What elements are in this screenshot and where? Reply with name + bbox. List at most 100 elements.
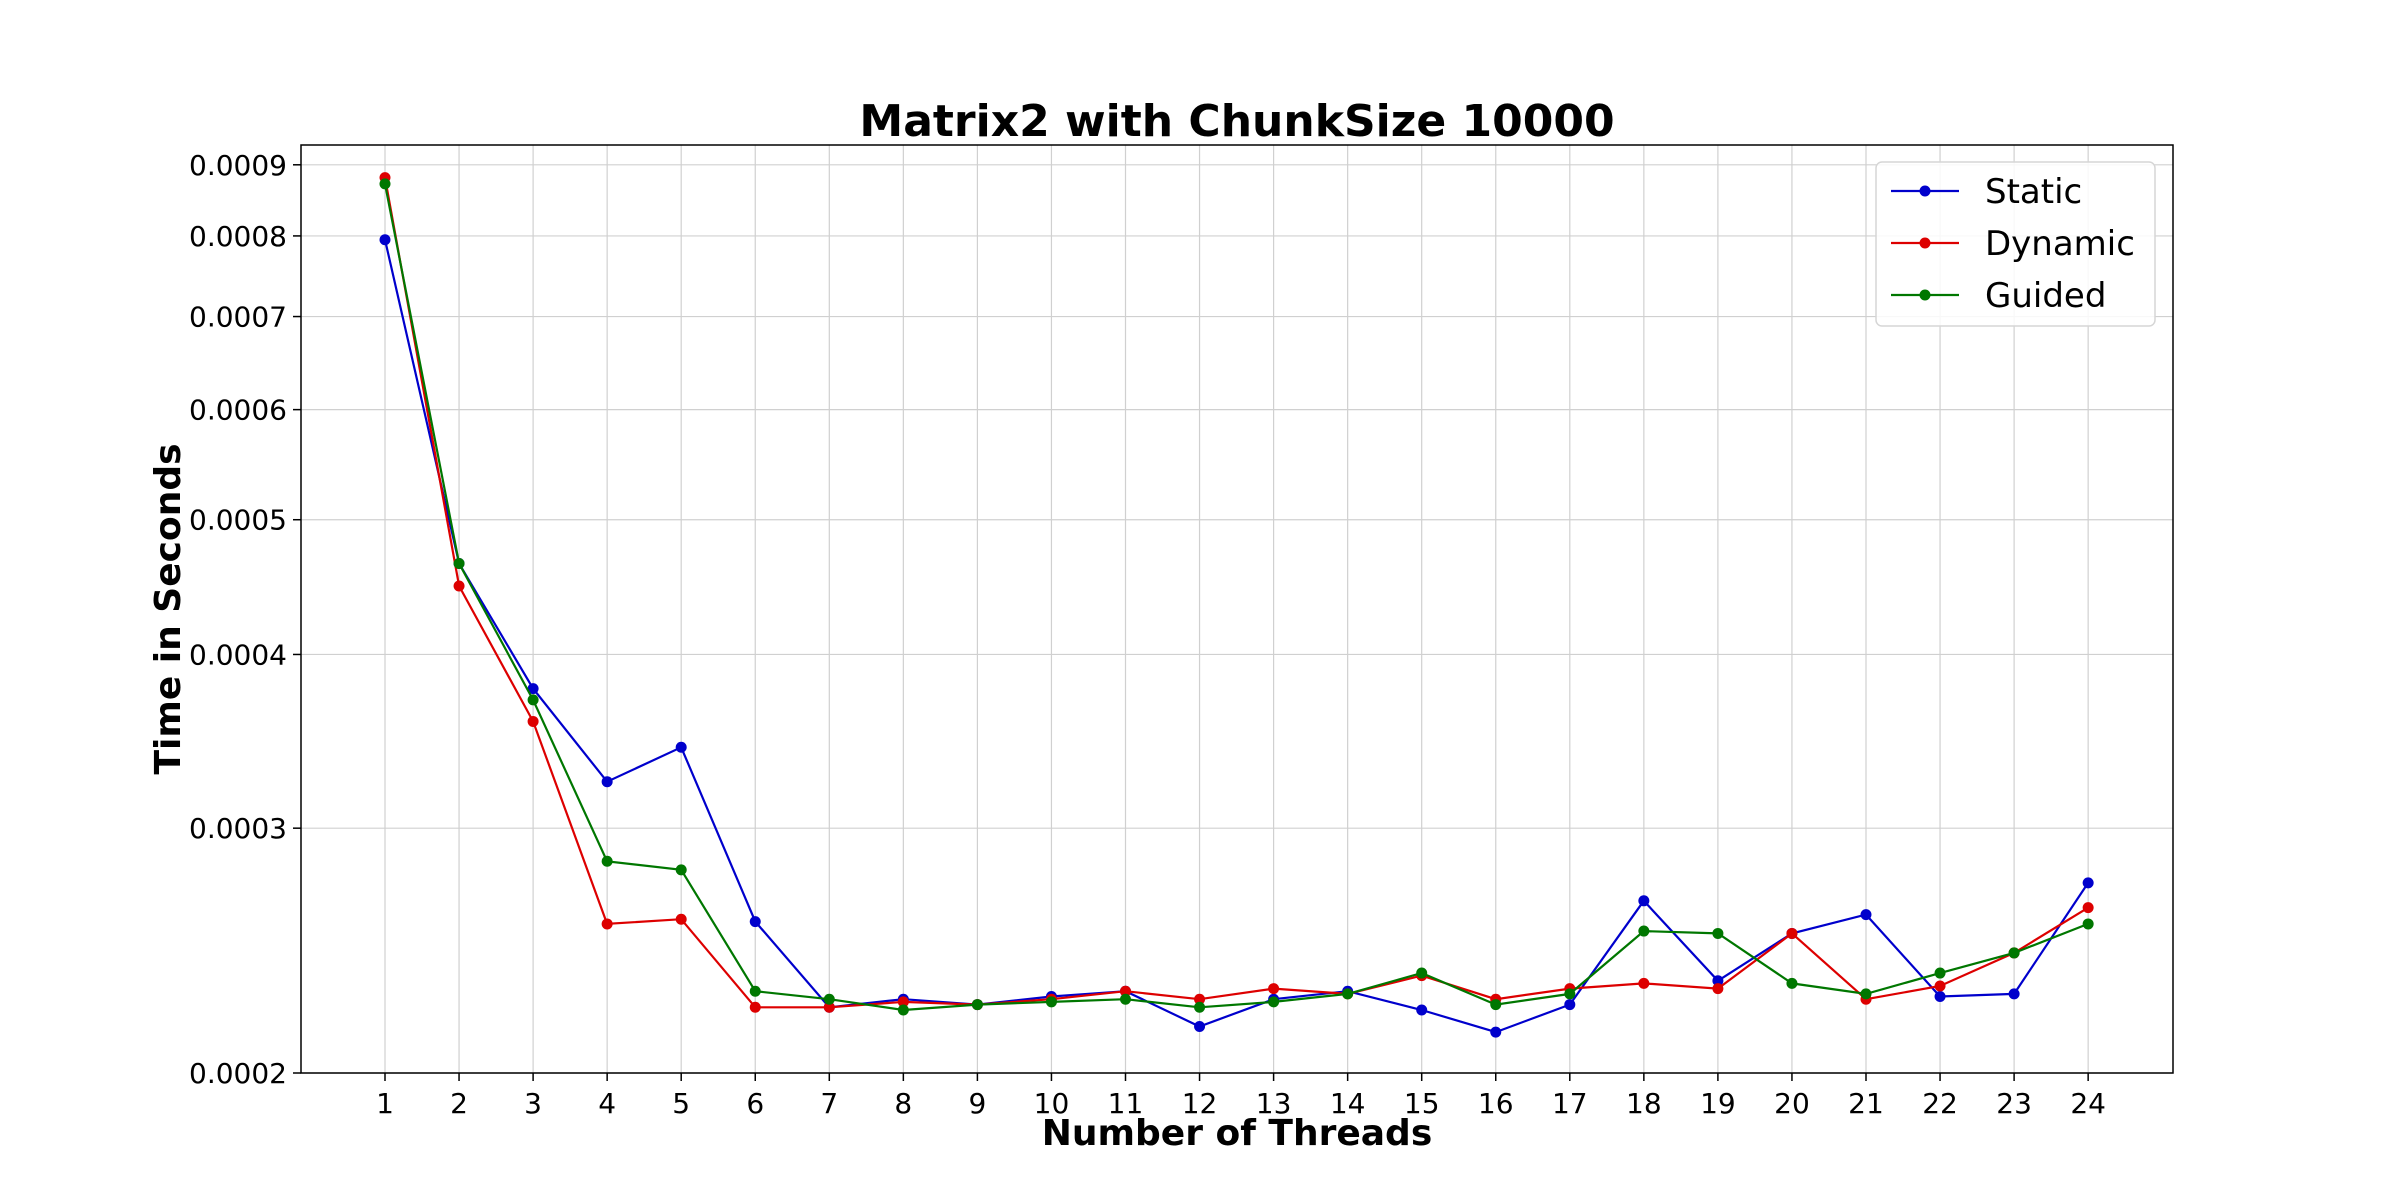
legend-marker-static [1919,185,1931,197]
series-line-dynamic [383,177,2089,1009]
chart-title: Matrix2 with ChunkSize 10000 [859,96,1614,147]
legend-label-guided: Guided [1985,276,2106,316]
y-tick-label: 0.0009 [189,149,287,182]
data-point-static [1490,1026,1502,1038]
data-point-guided [1934,967,1946,979]
x-tick-label: 10 [1034,1087,1070,1120]
x-tick-label: 3 [524,1087,542,1120]
data-point-static [379,234,391,246]
y-tick-label: 0.0005 [189,504,287,537]
x-tick-label: 7 [820,1087,838,1120]
data-point-static [2008,988,2020,1000]
legend-label-dynamic: Dynamic [1985,224,2135,264]
data-point-dynamic [897,996,909,1008]
data-point-dynamic [453,580,465,592]
x-tick-label: 19 [1700,1087,1736,1120]
data-point-guided [971,999,983,1011]
data-point-static [2082,877,2094,889]
data-point-dynamic [1268,983,1280,995]
data-point-static [601,776,613,788]
data-point-guided [1120,993,1131,1005]
x-tick-label: 15 [1404,1087,1440,1120]
x-tick-label: 12 [1182,1087,1218,1120]
data-point-dynamic [2082,902,2094,914]
data-point-guided [2008,947,2020,959]
data-point-static [675,741,687,753]
data-point-dynamic [675,913,687,925]
x-tick-label: 9 [968,1087,986,1120]
x-tick-label: 4 [598,1087,616,1120]
data-point-dynamic [1638,977,1650,989]
x-tick-label: 20 [1774,1087,1810,1120]
data-point-static [1712,975,1724,987]
data-point-guided [1786,977,1798,989]
data-point-dynamic [527,715,539,727]
data-point-guided [1712,927,1724,939]
data-point-dynamic [1194,993,1206,1005]
data-point-guided [2082,918,2094,930]
data-point-dynamic [1934,980,1946,992]
x-tick-label: 17 [1552,1087,1588,1120]
data-point-static [1860,909,1872,921]
data-point-guided [453,558,465,570]
x-tick-label: 16 [1478,1087,1514,1120]
series-guided [379,178,2094,1016]
data-point-static [1564,999,1576,1011]
data-point-guided [379,178,391,190]
data-point-dynamic [1712,983,1724,995]
data-point-guided [1342,988,1354,1000]
data-point-guided [1416,967,1428,979]
series-static [379,234,2094,1038]
data-point-static [749,916,761,928]
x-tick-label: 5 [672,1087,690,1120]
data-point-guided [1045,996,1057,1008]
data-point-guided [1268,996,1280,1008]
data-point-guided [897,1004,909,1016]
axis-ticks: 1 2 3 4 5 6 7 8 9 10 11 12 13 14 15 16 17 18 19 20 21 22 23 240… [189,149,2106,1120]
y-tick-label: 0.0004 [189,638,287,671]
legend-label-static: Static [1985,172,2082,212]
y-tick-label: 0.0007 [189,301,287,334]
data-point-guided [749,985,761,997]
data-point-guided [823,993,835,1005]
data-point-guided [1860,988,1872,1000]
data-point-static [1416,1004,1428,1016]
x-tick-label: 23 [1996,1087,2032,1120]
data-point-static [1638,895,1650,907]
y-tick-label: 0.0003 [189,812,287,845]
legend-marker-guided [1919,289,1931,301]
data-point-guided [1638,925,1650,937]
data-point-static [1934,991,1946,1003]
data-point-guided [527,694,539,706]
data-point-guided [1564,988,1576,1000]
y-axis-label: Time in Seconds [148,443,189,774]
plot-area-frame [300,144,2174,1074]
x-tick-label: 18 [1626,1087,1662,1120]
data-point-guided [601,855,613,867]
series-dynamic [379,172,2094,1013]
x-tick-label: 24 [2070,1087,2106,1120]
x-tick-label: 13 [1256,1087,1292,1120]
y-tick-label: 0.0008 [189,220,287,253]
x-tick-label: 14 [1330,1087,1366,1120]
data-point-dynamic [1786,927,1798,939]
data-point-dynamic [601,918,613,930]
x-axis-label: Number of Threads [1042,1113,1433,1154]
x-tick-label: 2 [450,1087,468,1120]
data-point-dynamic [1120,985,1131,997]
legend-box [1875,161,2156,327]
legend-marker-dynamic [1919,237,1931,249]
data-point-static [1194,1021,1206,1033]
legend: Static Dynamic Guided [1875,161,2156,327]
data-point-guided [1490,999,1502,1011]
series-line-static [383,239,2090,1034]
x-tick-label: 21 [1848,1087,1884,1120]
y-tick-label: 0.0002 [189,1057,287,1090]
x-tick-label: 11 [1108,1087,1144,1120]
data-point-guided [1194,1001,1206,1013]
x-tick-label: 1 [376,1087,394,1120]
data-point-dynamic [749,1001,761,1013]
data-point-dynamic [823,1001,835,1013]
x-tick-label: 6 [746,1087,764,1120]
